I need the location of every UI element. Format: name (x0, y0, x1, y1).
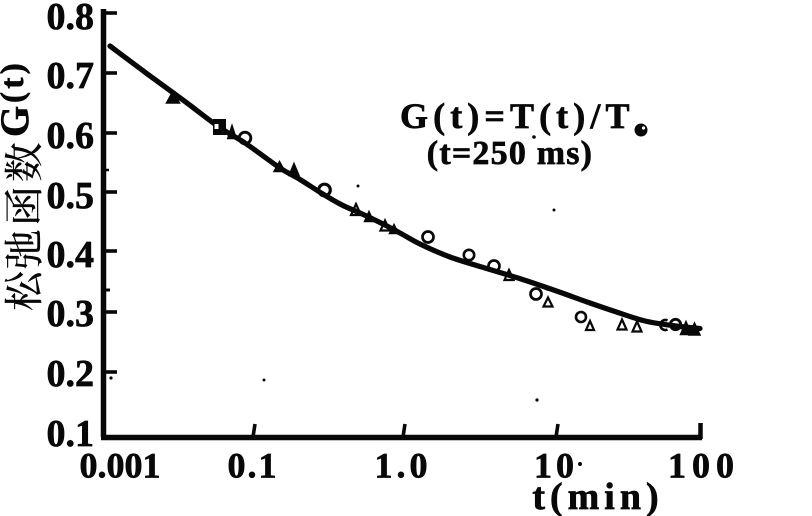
svg-text:0.3: 0.3 (47, 293, 95, 335)
svg-text:0.001: 0.001 (80, 446, 161, 486)
svg-text:(t=250 ms): (t=250 ms) (427, 135, 593, 172)
svg-text:0.6: 0.6 (47, 115, 95, 157)
svg-text:0.5: 0.5 (47, 175, 95, 217)
svg-text:G: G (0, 106, 37, 137)
svg-text:10: 10 (534, 446, 578, 486)
svg-text:t(min): t(min) (532, 476, 663, 516)
svg-text:1.0: 1.0 (375, 446, 432, 486)
svg-text:0.1: 0.1 (228, 446, 279, 486)
svg-text:100: 100 (668, 446, 740, 486)
svg-text:0.1: 0.1 (47, 413, 95, 455)
svg-text:0.4: 0.4 (47, 234, 95, 276)
svg-text:G(t)=T(t)/T: G(t)=T(t)/T (400, 96, 635, 136)
svg-text:0.2: 0.2 (47, 353, 95, 395)
svg-text:0.7: 0.7 (47, 55, 95, 97)
svg-text:0.8: 0.8 (47, 0, 95, 38)
svg-text:(t): (t) (0, 60, 31, 103)
